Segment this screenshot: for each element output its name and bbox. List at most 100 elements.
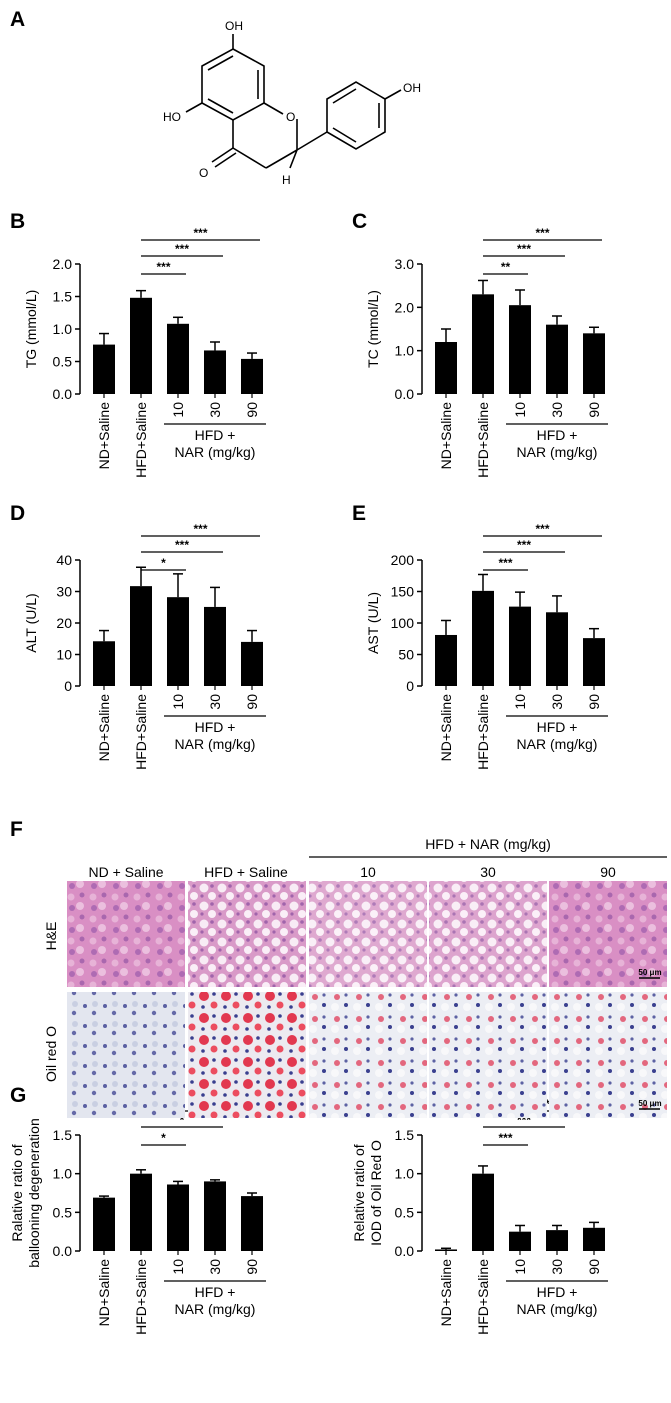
group-caption: NAR (mg/kg) (175, 444, 256, 460)
x-tick-label: 90 (244, 1259, 260, 1275)
y-tick-label: 0.0 (53, 386, 73, 402)
bar (130, 297, 152, 394)
group-caption: HFD + (195, 427, 236, 443)
panel-letter-f: F (10, 818, 23, 841)
chart-oil-red-iod: 0.0 0.5 1.0 1.5 Relative ratio of IOD of Oil … (351, 1097, 608, 1335)
significance-label: *** (517, 242, 531, 256)
histology-col-label-10: 10 (360, 864, 376, 880)
x-tick-label: 90 (244, 402, 260, 418)
bar (204, 350, 226, 394)
x-tick-label: ND+Saline (96, 1259, 112, 1327)
micrograph-he-10 (309, 881, 427, 987)
bar (241, 358, 263, 394)
chem-label-oh-top: OH (225, 19, 243, 33)
bar (509, 305, 531, 394)
significance-label: * (161, 1131, 166, 1145)
x-tick-label: 90 (586, 1259, 602, 1275)
significance-label: *** (156, 260, 170, 274)
bar (435, 1249, 457, 1251)
y-tick-label: 1.0 (53, 1166, 73, 1182)
panel-letter-b: B (10, 210, 25, 233)
y-axis-label: Relative ratio of (351, 1144, 367, 1241)
x-tick-label: ND+Saline (438, 402, 454, 470)
histology-col-label-nd: ND + Saline (88, 864, 163, 880)
group-caption: HFD + (195, 719, 236, 735)
x-tick-label: HFD+Saline (475, 694, 491, 770)
significance-label: * (161, 556, 166, 570)
chem-label-o-ring: O (286, 110, 295, 124)
histology-col-label-hfd: HFD + Saline (204, 864, 288, 880)
x-tick-label: HFD+Saline (475, 1259, 491, 1335)
x-tick-label: 10 (512, 1259, 528, 1275)
chart-ast: 0 50 100 150 200 AST (U/L) ND+Saline HFD+Saline… (365, 522, 608, 770)
molecule-structure (185, 34, 402, 169)
significance-label: *** (517, 538, 531, 552)
x-tick-label: ND+Saline (96, 402, 112, 470)
ring-b (326, 81, 386, 150)
bar (509, 606, 531, 686)
significance-label: *** (498, 1131, 512, 1145)
y-axis-label: Ralative ratio of (9, 1144, 25, 1241)
x-tick-label: 30 (207, 402, 223, 418)
y-tick-label: 1.5 (53, 1127, 73, 1143)
group-caption: HFD + (537, 719, 578, 735)
y-tick-label: 0 (406, 678, 414, 694)
y-tick-label: 30 (56, 584, 72, 600)
group-caption: NAR (mg/kg) (517, 1301, 598, 1317)
bar (241, 1196, 263, 1251)
chem-label-oh-right: OH (403, 81, 421, 95)
y-tick-label: 1.5 (53, 289, 73, 305)
bar (472, 294, 494, 394)
y-tick-label: 0.0 (395, 386, 415, 402)
histology-row-label-he: H&E (43, 922, 59, 951)
significance-label: *** (193, 226, 207, 240)
x-tick-label: 10 (170, 1259, 186, 1275)
group-caption: HFD + (537, 427, 578, 443)
chart-tc: 0.0 1.0 2.0 3.0 TC (mmol/L) ND+Saline HFD+Sali… (365, 226, 608, 478)
chart-ballooning: 0.0 0.5 1.0 1.5 Ralative ratio of ballooning … (9, 1097, 266, 1335)
micrograph-he-hfd (188, 881, 306, 987)
significance-label: *** (193, 522, 207, 536)
histology-row-label-oil: Oil red O (43, 1026, 59, 1082)
y-tick-label: 1.0 (395, 343, 415, 359)
bar (93, 344, 115, 394)
significance-label: ** (501, 260, 511, 274)
chem-label-ho-left: HO (163, 110, 181, 124)
scale-bar-oil-label: 50 μm (638, 1099, 661, 1108)
y-axis-label: ALT (U/L) (23, 593, 39, 652)
chem-label-h: H (282, 173, 291, 187)
x-tick-label: 10 (170, 402, 186, 418)
bar (546, 324, 568, 394)
chart-alt: 0 10 20 30 40 ALT (U/L) ND+Saline HFD+Saline 10 3… (23, 522, 266, 770)
y-tick-label: 50 (398, 647, 414, 663)
histology-panel: HFD + NAR (mg/kg) ND + Saline HFD + Sali… (43, 836, 667, 1118)
bar (583, 1227, 605, 1251)
panel-letter-e: E (352, 502, 366, 525)
micrograph-oil-10 (309, 992, 427, 1118)
bar (167, 323, 189, 394)
bar (583, 638, 605, 686)
bar (204, 606, 226, 686)
bar (93, 1197, 115, 1251)
y-tick-label: 10 (56, 647, 72, 663)
histology-col-label-30: 30 (480, 864, 496, 880)
y-axis-label: ballooning degeneration (26, 1118, 42, 1267)
x-tick-label: ND+Saline (438, 694, 454, 762)
bar (583, 333, 605, 394)
bar (130, 1173, 152, 1251)
bar (204, 1181, 226, 1251)
x-tick-label: HFD+Saline (133, 1259, 149, 1335)
panel-letter-d: D (10, 502, 25, 525)
micrograph-oil-90 (549, 992, 667, 1118)
histology-group-header: HFD + NAR (mg/kg) (425, 836, 551, 852)
significance-label: *** (498, 556, 512, 570)
y-tick-label: 0.0 (395, 1243, 415, 1259)
y-tick-label: 150 (391, 584, 415, 600)
x-tick-label: 30 (207, 694, 223, 710)
y-tick-label: 2.0 (53, 256, 73, 272)
group-caption: HFD + (537, 1284, 578, 1300)
scale-bar-he-label: 50 μm (638, 968, 661, 977)
x-tick-label: 30 (207, 1259, 223, 1275)
significance-label: *** (175, 242, 189, 256)
y-axis-label: TC (mmol/L) (365, 290, 381, 368)
